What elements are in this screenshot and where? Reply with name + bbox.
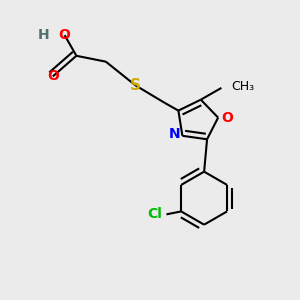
Text: CH₃: CH₃: [232, 80, 255, 93]
Text: O: O: [59, 28, 70, 42]
Text: O: O: [47, 69, 59, 83]
Text: S: S: [130, 78, 141, 93]
Text: Cl: Cl: [147, 207, 162, 221]
Text: O: O: [221, 111, 233, 124]
Text: H: H: [38, 28, 50, 42]
Text: N: N: [168, 127, 180, 141]
